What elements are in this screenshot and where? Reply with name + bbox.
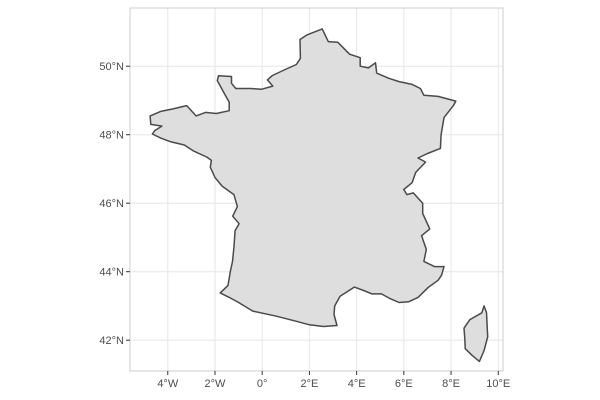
x-tick-label: 4°E bbox=[348, 378, 366, 390]
x-tick-label: 2°E bbox=[300, 378, 318, 390]
axis-ticks: 4°W 2°W 0° 2°E 4°E 6°E 8°E 10°E 42°N 44°N 46°N 48°N… bbox=[99, 61, 510, 390]
x-tick-label: 0° bbox=[257, 378, 268, 390]
y-tick-label: 48°N bbox=[99, 130, 124, 142]
y-tick-label: 42°N bbox=[99, 335, 124, 347]
y-tick-label: 46°N bbox=[99, 198, 124, 210]
x-tick-label: 8°E bbox=[442, 378, 460, 390]
x-tick-label: 4°W bbox=[157, 378, 179, 390]
y-tick-label: 44°N bbox=[99, 267, 124, 279]
panel-border bbox=[129, 7, 504, 372]
y-tick-label: 50°N bbox=[99, 61, 124, 73]
land-layer bbox=[149, 28, 489, 363]
x-tick-label: 2°W bbox=[205, 378, 227, 390]
region-mainland bbox=[149, 28, 457, 328]
x-tick-label: 6°E bbox=[395, 378, 413, 390]
region-corsica bbox=[463, 305, 489, 363]
x-tick-label: 10°E bbox=[486, 378, 510, 390]
